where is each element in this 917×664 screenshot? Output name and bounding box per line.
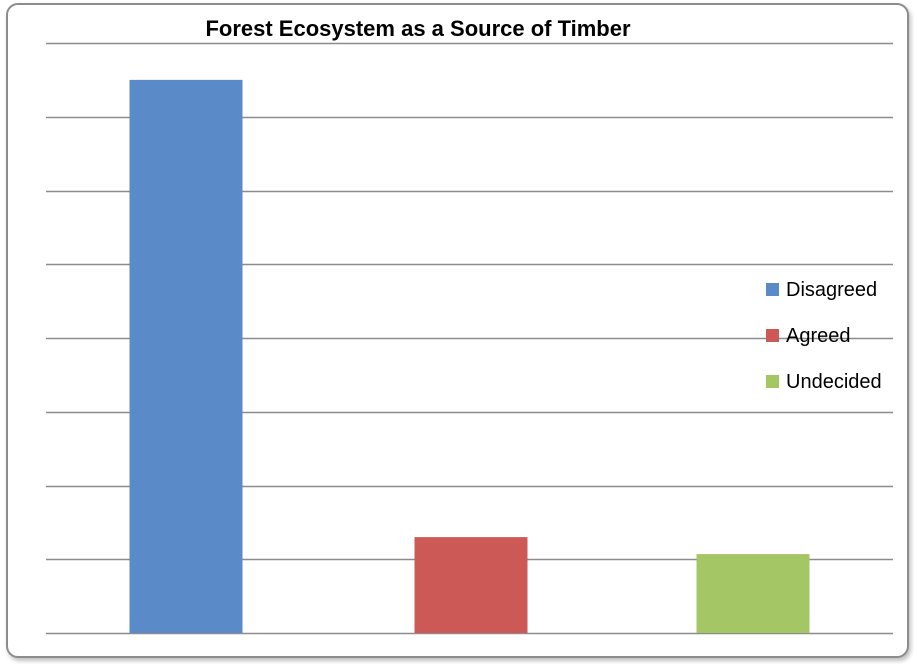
- bar-agreed: [414, 537, 528, 633]
- legend-swatch-agreed: [766, 329, 779, 342]
- legend-label-agreed: Agreed: [786, 325, 851, 347]
- legend-label-undecided: Undecided: [786, 371, 882, 393]
- bar-disagreed: [129, 79, 243, 633]
- chart-frame: Forest Ecosystem as a Source of Timber D…: [6, 3, 909, 658]
- legend-label-disagreed: Disagreed: [786, 279, 877, 301]
- chart-title: Forest Ecosystem as a Source of Timber: [205, 16, 631, 41]
- bars: [129, 79, 810, 633]
- bar-chart: Forest Ecosystem as a Source of Timber D…: [46, 16, 893, 635]
- legend-swatch-disagreed: [766, 283, 779, 296]
- legend-swatch-undecided: [766, 375, 779, 388]
- legend: Disagreed Agreed Undecided: [766, 279, 882, 393]
- bar-undecided: [696, 554, 810, 633]
